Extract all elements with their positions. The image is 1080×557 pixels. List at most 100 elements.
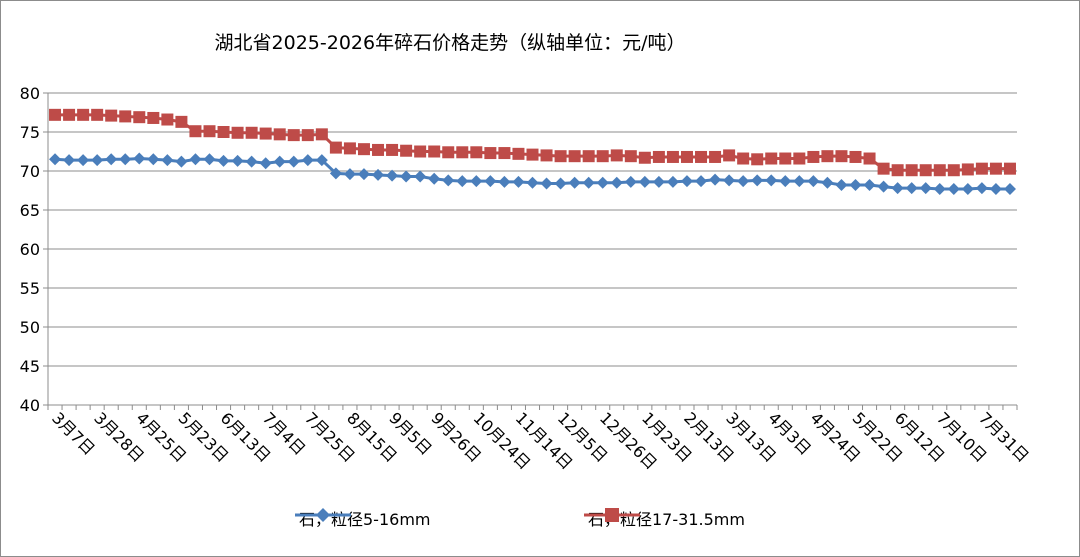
data-point — [372, 168, 385, 181]
data-point — [638, 151, 651, 164]
data-point — [484, 175, 497, 188]
data-point — [498, 175, 511, 188]
y-tick-label: 70 — [20, 162, 40, 181]
data-point — [891, 182, 904, 195]
data-point — [1003, 162, 1016, 175]
data-point — [582, 176, 595, 189]
y-tick-label: 80 — [20, 84, 40, 103]
data-point — [400, 170, 413, 183]
data-point — [835, 179, 848, 192]
data-point — [989, 162, 1002, 175]
data-point — [49, 153, 62, 166]
data-point — [470, 146, 483, 159]
legend-item-series-2: 石，粒径17-31.5mm — [582, 506, 745, 530]
x-tick-label: 3月7日 — [48, 408, 98, 458]
data-point — [386, 169, 399, 182]
data-point — [793, 152, 806, 165]
data-point — [624, 175, 637, 188]
data-point — [680, 175, 693, 188]
data-point — [217, 154, 230, 167]
data-point — [821, 150, 834, 163]
data-point — [877, 162, 890, 175]
data-point — [765, 174, 778, 187]
data-point — [526, 176, 539, 189]
data-point — [428, 172, 441, 185]
data-point — [217, 126, 230, 138]
data-point — [245, 155, 258, 168]
data-point — [877, 180, 890, 193]
data-point — [849, 179, 862, 192]
data-point — [119, 110, 132, 123]
data-point — [779, 152, 792, 165]
data-point — [357, 168, 370, 181]
data-point — [568, 176, 581, 189]
data-point — [751, 174, 764, 187]
data-point — [1003, 182, 1016, 195]
data-point — [751, 153, 764, 166]
data-point — [91, 108, 104, 121]
data-point — [203, 153, 216, 166]
data-point — [905, 164, 918, 177]
data-point — [919, 182, 932, 195]
data-point — [231, 126, 244, 139]
data-point — [301, 129, 314, 142]
data-point — [329, 167, 342, 180]
data-point — [666, 150, 679, 163]
data-point — [273, 128, 286, 141]
data-point — [357, 143, 370, 156]
data-point — [287, 129, 300, 142]
data-point — [695, 150, 708, 163]
data-point — [947, 182, 960, 195]
data-point — [961, 182, 974, 195]
grid-lines — [43, 92, 1017, 406]
data-point — [301, 154, 314, 167]
data-point — [554, 177, 567, 190]
data-point — [203, 125, 216, 138]
data-point — [442, 146, 455, 159]
data-point — [933, 182, 946, 195]
data-point — [175, 115, 188, 128]
data-point — [343, 168, 356, 181]
y-tick-label: 50 — [20, 318, 40, 337]
data-point — [63, 154, 76, 167]
data-point — [540, 177, 553, 190]
data-point — [245, 126, 258, 139]
data-point — [610, 176, 623, 189]
data-point — [498, 147, 511, 160]
data-point — [400, 144, 413, 157]
data-point — [119, 153, 132, 166]
data-point — [189, 125, 202, 138]
data-point — [947, 164, 960, 177]
data-point — [709, 173, 722, 186]
data-point — [259, 157, 272, 170]
data-point — [652, 175, 665, 188]
data-point — [175, 155, 188, 168]
data-point — [666, 175, 679, 188]
data-point — [77, 154, 90, 167]
data-point — [652, 150, 665, 163]
data-point — [849, 150, 862, 163]
data-point — [737, 152, 750, 165]
data-point — [624, 150, 637, 163]
data-point — [414, 170, 427, 183]
y-tick-label: 40 — [20, 396, 40, 415]
data-point — [105, 109, 118, 122]
data-point — [554, 150, 567, 163]
data-point — [582, 150, 595, 163]
data-point — [484, 147, 497, 160]
data-point — [147, 153, 160, 166]
y-tick-label: 45 — [20, 357, 40, 376]
data-point — [456, 175, 469, 188]
data-point — [231, 154, 244, 167]
data-point — [147, 111, 160, 124]
data-point — [161, 154, 174, 167]
data-point — [189, 153, 202, 166]
legend-item-series-1: 石，粒径5-16mm — [293, 506, 431, 530]
data-point — [835, 150, 848, 163]
data-point — [315, 128, 328, 141]
data-point — [610, 149, 623, 162]
data-point — [442, 174, 455, 187]
data-point — [133, 152, 146, 165]
data-point — [891, 164, 904, 177]
